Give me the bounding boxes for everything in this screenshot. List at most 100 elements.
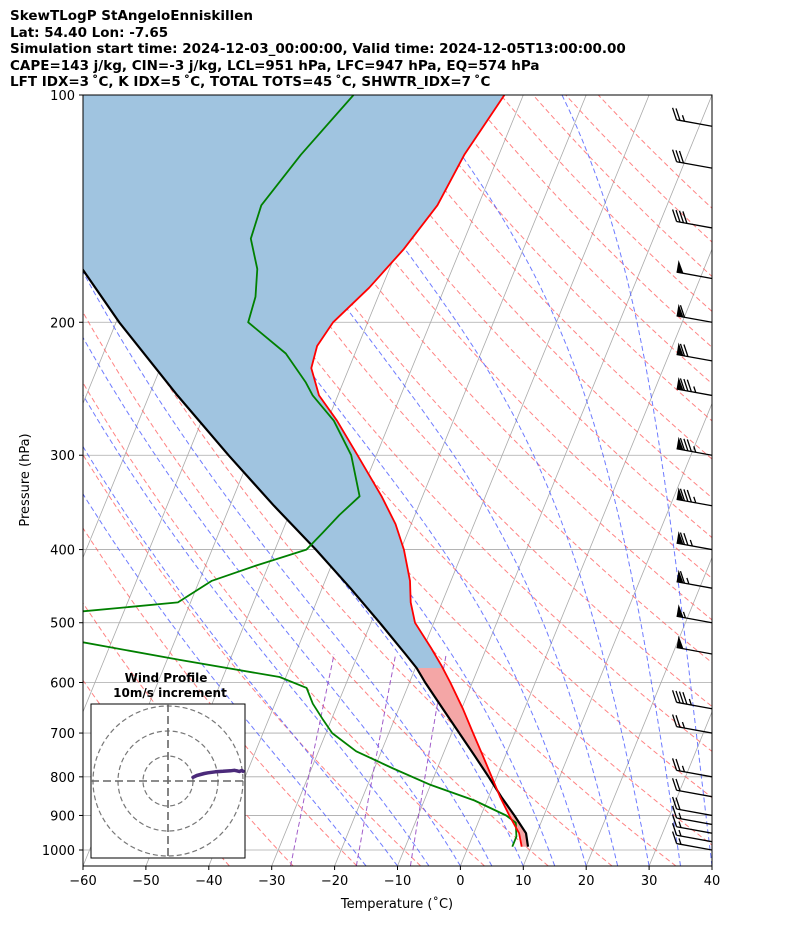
barb-full [671, 758, 678, 771]
y-tick-label: 700 [50, 727, 75, 742]
moist-adiabat [296, 95, 650, 866]
barb-full [671, 778, 678, 791]
wind-barb [676, 303, 712, 323]
barb-staff [676, 808, 712, 817]
barb-full [675, 690, 681, 704]
barb-full [679, 343, 686, 357]
barb-half [681, 115, 686, 122]
stability-params: CAPE=143 j/kg, CIN=-3 j/kg, LCL=951 hPa,… [10, 57, 540, 74]
barb-full [679, 305, 686, 318]
barb-full [671, 107, 678, 121]
x-axis-label: Temperature (˚C) [340, 896, 453, 912]
wind-barb [676, 487, 712, 507]
barb-pennant [676, 635, 684, 649]
isotherm-line [648, 710, 712, 866]
barb-full [671, 831, 678, 844]
barb-staff [676, 220, 712, 229]
wind-barbs [671, 107, 712, 851]
barb-full [686, 439, 692, 452]
hodograph: Wind Profile 10m/s increment [90, 671, 246, 859]
isotherm-line [83, 95, 84, 97]
dry-adiabat [402, 95, 712, 422]
barb-full [671, 149, 678, 162]
isotherm-line [711, 864, 712, 866]
chart-header: SkewTLogP StAngeloEnniskillen Lat: 54.40… [10, 8, 626, 91]
barb-staff [676, 826, 712, 834]
y-tick-label: 100 [50, 89, 75, 104]
barb-full [679, 488, 686, 501]
barb-half [681, 721, 686, 729]
wind-barb [671, 778, 712, 798]
barb-half [678, 829, 682, 837]
barb-full [683, 489, 689, 502]
barb-staff [676, 119, 712, 127]
x-axis-ticks: −60 −50 −40 −30 −20 −10 0 10 20 30 40 [69, 866, 720, 889]
wind-barb [671, 796, 712, 817]
barb-staff [676, 388, 712, 397]
barb-full [671, 814, 678, 827]
wind-barb [671, 149, 712, 169]
barb-staff [676, 498, 712, 507]
y-tick-label: 600 [50, 677, 75, 692]
barb-full [686, 379, 692, 392]
moist-adiabat [419, 95, 681, 866]
barb-full [683, 532, 689, 546]
wind-barb [671, 831, 712, 851]
y-tick-label: 500 [50, 617, 75, 632]
y-axis-ticks: 1000 900 800 700 600 500 400 300 200 100 [42, 89, 83, 859]
barb-full [679, 378, 686, 391]
barb-full [671, 209, 678, 222]
wind-barb [671, 714, 712, 734]
moist-adiabat [83, 493, 367, 866]
dry-adiabat [467, 95, 712, 348]
barb-full [682, 691, 688, 705]
wind-barb [671, 209, 712, 229]
barb-staff [676, 161, 712, 169]
barb-staff [676, 834, 712, 843]
isotherm-line [585, 556, 712, 866]
moist-adiabat [561, 95, 712, 866]
x-tick-label: −30 [258, 874, 285, 889]
y-tick-label: 400 [50, 544, 75, 559]
x-tick-label: 0 [456, 874, 464, 889]
barb-pennant [676, 303, 684, 318]
barb-pennant [676, 436, 684, 451]
barb-staff [676, 701, 712, 710]
wind-barb [671, 814, 712, 834]
barb-full [675, 758, 681, 772]
barb-full [679, 438, 686, 451]
isotherm-line [522, 402, 712, 866]
cape-area [83, 95, 505, 668]
wind-barb [676, 260, 712, 280]
hodograph-title: Wind Profile [125, 671, 208, 685]
plot-area [83, 95, 712, 866]
wind-barb [676, 377, 712, 397]
barb-staff [676, 271, 712, 280]
dry-adiabat [532, 95, 712, 278]
x-tick-label: −60 [69, 874, 96, 889]
x-tick-label: 20 [578, 874, 595, 889]
barb-pennant [676, 569, 684, 583]
barb-half [688, 698, 692, 706]
barb-half [678, 821, 682, 828]
barb-pennant [676, 604, 684, 618]
barb-full [671, 805, 678, 819]
wind-barb [676, 531, 712, 551]
hodograph-plot [91, 704, 245, 858]
y-tick-label: 800 [50, 771, 75, 786]
dry-adiabat [141, 95, 712, 753]
wind-barb [676, 569, 712, 589]
dry-adiabat [272, 95, 712, 579]
wind-barb [676, 604, 712, 624]
wind-barb [676, 342, 712, 362]
barb-staff [676, 842, 712, 851]
barb-pennant [676, 342, 684, 356]
barb-full [678, 150, 685, 164]
barb-staff [676, 769, 712, 778]
mixing-ratio-line [355, 653, 397, 866]
x-tick-label: 10 [515, 874, 532, 889]
chart-title: SkewTLogP StAngeloEnniskillen [10, 8, 253, 24]
barb-full [683, 438, 689, 452]
barb-half [693, 446, 697, 453]
